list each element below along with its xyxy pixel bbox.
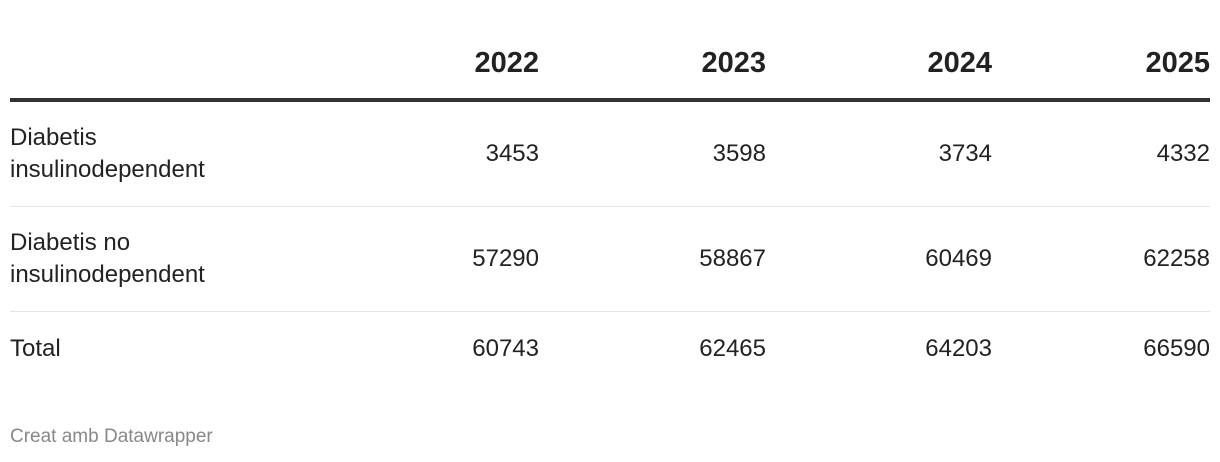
table-cell: 57290 (312, 206, 539, 312)
row-label: Diabetis no insulinodependent (10, 206, 312, 312)
table-cell: 60743 (472, 335, 539, 362)
table-cell: 60469 (766, 206, 992, 312)
data-table: 2022 2023 2024 2025 Diabetis insulinodep… (10, 38, 1210, 386)
table-cell: 4332 (992, 100, 1210, 207)
column-header: 2023 (539, 38, 766, 102)
row-label: Total (10, 335, 61, 362)
header-row: 2022 2023 2024 2025 (10, 38, 1210, 102)
table-cell: 3453 (312, 100, 539, 207)
column-header (10, 38, 312, 102)
table-cell: 3734 (766, 100, 992, 207)
column-header: 2024 (766, 38, 992, 102)
column-header: 2022 (312, 38, 539, 102)
table-cell: 62258 (992, 206, 1210, 312)
column-header: 2025 (992, 38, 1210, 102)
table-cell: 64203 (925, 335, 992, 362)
table-row: Diabetis no insulinodependent 57290 5886… (10, 206, 1210, 312)
table-row: Diabetis insulinodependent 3453 3598 373… (10, 100, 1210, 207)
table-cell: 66590 (1143, 335, 1210, 362)
table-row: Total 60743 62465 64203 66590 (10, 312, 1210, 387)
table-cell: 58867 (539, 206, 766, 312)
table-cell: 62465 (699, 335, 766, 362)
table-cell: 3598 (539, 100, 766, 207)
footer-credit: Creat amb Datawrapper (10, 426, 213, 447)
row-label: Diabetis insulinodependent (10, 100, 312, 207)
